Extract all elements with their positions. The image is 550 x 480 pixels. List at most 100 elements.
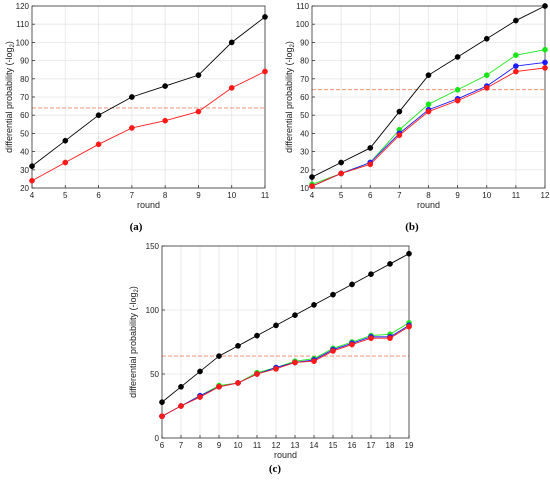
data-point-black: [159, 399, 165, 406]
data-point-black: [454, 54, 461, 60]
data-point-black: [29, 163, 35, 170]
x-tick-label: 11: [253, 441, 262, 450]
data-point-black: [396, 108, 403, 115]
data-point-black: [406, 250, 412, 257]
data-point-red: [309, 183, 315, 190]
y-tick-label: 110: [16, 20, 29, 29]
series-line-black: [161, 253, 410, 403]
chart-panel-c: 6 7 8 9 10 11 12 13 14 15 16 17 18 19 0 50 100 150 round di…: [128, 242, 414, 460]
series-line-red: [161, 326, 410, 417]
data-point-black: [387, 261, 393, 267]
x-tick-label: 6: [368, 191, 373, 200]
y-tick-label: 40: [300, 129, 309, 138]
y-tick-label: 100: [16, 38, 30, 47]
data-point-black: [309, 174, 315, 180]
data-point-black: [162, 83, 168, 89]
x-tick-label: 6: [160, 441, 165, 450]
data-point-black: [542, 3, 548, 9]
data-point-red: [129, 125, 135, 131]
series-line-red: [31, 71, 266, 182]
x-tick-label: 4: [30, 191, 35, 200]
data-point-black: [262, 14, 268, 20]
data-point-black: [367, 145, 374, 151]
y-axis-label: differential probability (-log2): [4, 41, 16, 153]
data-point-red: [330, 348, 336, 354]
data-point-red: [162, 117, 168, 124]
data-point-black: [129, 94, 135, 100]
data-point-red: [338, 170, 344, 177]
x-axis-label: round: [417, 200, 440, 210]
x-tick-label: 8: [163, 191, 168, 200]
chart-panel-a: 4 5 6 7 8 9 10 11 20 30 40 50 60 70 80 90 100 110 120 round…: [4, 2, 270, 210]
x-tick-label: 4: [310, 191, 315, 200]
data-point-black: [513, 17, 519, 24]
data-point-red: [29, 177, 35, 184]
data-point-black: [254, 332, 260, 339]
x-tick-label: 6: [96, 191, 101, 200]
x-tick-label: 9: [217, 441, 222, 450]
data-point-black: [292, 312, 298, 318]
data-point-red: [387, 335, 393, 342]
y-tick-label: 20: [300, 166, 309, 175]
data-point-black: [178, 383, 184, 390]
data-point-black: [235, 342, 241, 349]
data-point-red: [197, 394, 203, 400]
x-tick-label: 8: [198, 441, 203, 450]
y-tick-label: 0: [155, 434, 160, 443]
y-axis-label: differential probability (-log2): [128, 286, 140, 398]
y-tick-label: 70: [300, 75, 309, 84]
x-tick-label: 11: [512, 191, 521, 200]
data-point-black: [95, 112, 102, 119]
data-point-red: [273, 366, 279, 372]
data-point-red: [159, 413, 165, 420]
data-point-red: [454, 97, 461, 104]
data-point-red: [396, 132, 403, 139]
data-point-green: [425, 101, 432, 108]
x-axis-label: round: [137, 200, 160, 210]
data-point-red: [542, 65, 548, 71]
y-tick-label: 50: [20, 129, 29, 138]
x-tick-label: 5: [63, 191, 68, 200]
data-point-black: [368, 271, 374, 278]
y-tick-label: 50: [150, 370, 159, 379]
y-tick-label: 40: [20, 148, 29, 157]
data-point-red: [262, 68, 268, 75]
data-point-red: [425, 108, 432, 115]
x-tick-label: 13: [291, 441, 300, 450]
x-tick-label: 7: [179, 441, 184, 450]
plot-frame: [161, 245, 410, 439]
data-point-red: [406, 323, 412, 330]
y-tick-label: 10: [300, 184, 309, 193]
data-point-black: [425, 72, 432, 79]
series-line-black: [31, 16, 266, 167]
y-tick-label: 30: [300, 148, 309, 157]
data-point-red: [368, 335, 374, 342]
data-point-black: [349, 281, 355, 288]
x-tick-label: 9: [455, 191, 460, 200]
data-point-black: [228, 39, 235, 46]
data-point-green: [454, 86, 461, 93]
data-point-black: [195, 72, 202, 79]
data-point-red: [195, 108, 202, 115]
y-axis-label: differential probability (-log2): [284, 41, 296, 153]
series-line-blue: [161, 324, 410, 417]
data-point-black: [197, 368, 203, 375]
chart-panel-b: 4 5 6 7 8 9 10 11 12 10 20 30 40 50 60 70 80 90 100 110 roun…: [284, 2, 550, 210]
x-tick-label: 15: [329, 441, 338, 450]
y-tick-label: 30: [20, 166, 29, 175]
data-point-red: [228, 85, 235, 91]
y-tick-label: 100: [296, 20, 310, 29]
data-point-red: [216, 383, 222, 390]
x-tick-label: 16: [348, 441, 357, 450]
data-point-red: [178, 403, 184, 409]
data-point-blue: [513, 63, 519, 69]
x-tick-label: 14: [310, 441, 319, 450]
data-point-black: [62, 137, 69, 144]
data-point-green: [542, 46, 548, 53]
x-tick-label: 10: [482, 191, 491, 200]
data-point-red: [254, 371, 260, 377]
x-tick-label: 12: [272, 441, 281, 450]
data-point-red: [367, 161, 374, 168]
data-point-blue: [542, 59, 548, 66]
x-tick-label: 8: [426, 191, 431, 200]
